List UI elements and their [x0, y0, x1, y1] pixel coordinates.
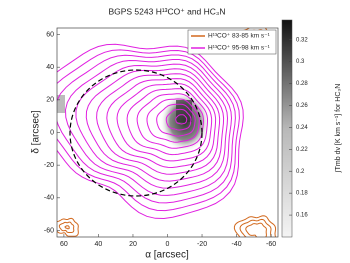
legend: H¹³CO⁺ 83-85 km s⁻¹ H¹³CO⁺ 95-98 km s⁻¹ [187, 29, 277, 55]
image-layer [57, 28, 277, 237]
contour-line [106, 78, 217, 169]
contour-line [57, 54, 236, 204]
contour-line [233, 215, 277, 237]
colorbar-tick-label: 0.22 [296, 147, 308, 153]
y-axis-label: δ [arcsec] [31, 110, 42, 154]
beam-circle [69, 69, 203, 197]
colorbar-tick-label: 0.3 [296, 59, 305, 65]
contour-line [64, 225, 70, 230]
intensity-peak [176, 100, 192, 122]
colorbar [281, 19, 293, 238]
y-tick-label: 20 [46, 97, 54, 104]
contour-line [57, 49, 240, 212]
contour-line [75, 63, 229, 189]
contours [57, 28, 277, 237]
chart-title: BGPS 5243 H¹³CO⁺ and HC₃N [108, 6, 225, 16]
contour-line [156, 103, 196, 137]
colorbar-tick-label: 0.32 [296, 37, 308, 43]
legend-box [187, 29, 277, 55]
colorbar-tick-label: 0.24 [296, 125, 308, 131]
x-tick-label: 40 [95, 241, 103, 248]
legend-label: H¹³CO⁺ 83-85 km s⁻¹ [208, 33, 271, 40]
x-axis-label: α [arcsec] [145, 250, 189, 261]
y-tick-label: 40 [46, 64, 54, 71]
contour-line [239, 218, 272, 237]
y-tick-label: -60 [44, 227, 54, 234]
contour-line [57, 217, 79, 237]
contour-line [116, 83, 213, 162]
colorbar-tick-label: 0.2 [296, 169, 305, 175]
x-tick-label: -20 [197, 241, 207, 248]
legend-label: H¹³CO⁺ 95-98 km s⁻¹ [208, 45, 271, 52]
contour-line [165, 108, 192, 131]
contour-line [58, 221, 75, 233]
x-tick-label: 60 [60, 241, 68, 248]
contour-line [126, 88, 208, 156]
x-tick-label: -40 [232, 241, 242, 248]
contour-line [96, 73, 221, 175]
colorbar-tick-label: 0.28 [296, 81, 308, 87]
colorbar-tick-label: 0.16 [296, 213, 308, 219]
contour-line [85, 68, 225, 182]
contour-line [57, 43, 244, 220]
x-tick-label: 0 [166, 241, 170, 248]
y-tick-label: -20 [44, 162, 54, 169]
colorbar-label: ∫Tmb dv [K km s⁻¹] for HC₃N [335, 84, 342, 174]
y-tick-label: -40 [44, 195, 54, 202]
x-tick-label: -60 [266, 241, 276, 248]
x-tick-label: 20 [129, 241, 137, 248]
contour-line [64, 59, 233, 196]
y-tick-label: 60 [46, 31, 54, 38]
y-tick-label: 0 [50, 129, 54, 136]
contour-line [146, 98, 200, 143]
contour-line [245, 222, 267, 237]
colorbar-tick-label: 0.26 [296, 103, 308, 109]
intensity-edge [57, 95, 65, 113]
colorbar-tick-label: 0.18 [296, 191, 308, 197]
contour-line [175, 114, 188, 125]
contour-line [136, 93, 205, 149]
